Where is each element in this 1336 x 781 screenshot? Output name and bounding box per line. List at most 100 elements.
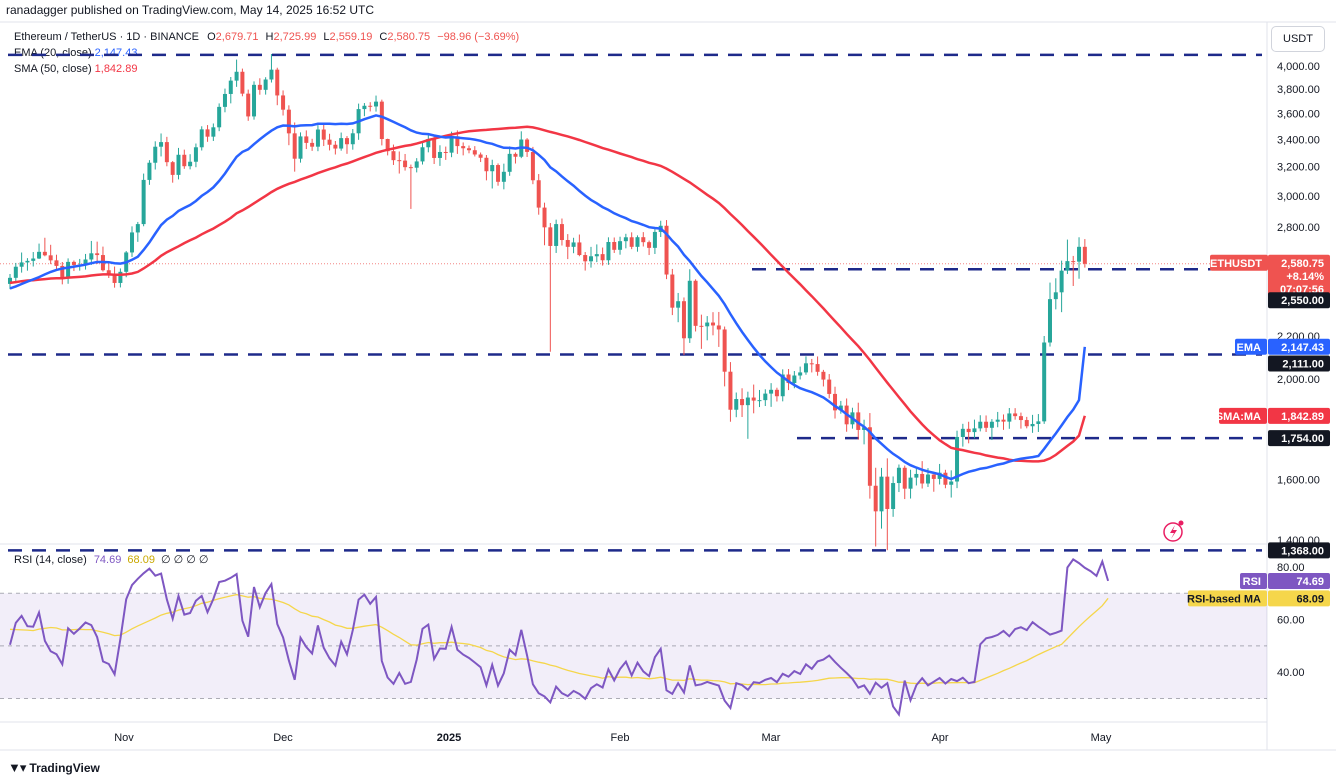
candle-body — [1001, 419, 1006, 422]
ema-value-badge: 2,147.43 — [1268, 338, 1330, 355]
candle — [164, 136, 169, 167]
price-tick-label: 3,200.00 — [1277, 162, 1320, 174]
rsi-ma-value-badge-text: 68.09 — [1296, 593, 1324, 605]
candle-body — [437, 151, 442, 158]
last-price-badge: 2,580.75+8.14%07:07:56 — [1268, 254, 1330, 299]
candle-body — [536, 180, 541, 208]
candle-body — [182, 154, 187, 167]
candle — [37, 243, 42, 260]
rsi-legend[interactable]: RSI (14, close) 74.69 68.09 ∅ ∅ ∅ ∅ — [14, 553, 209, 566]
candle — [577, 234, 582, 257]
candle-body — [66, 261, 71, 278]
candle — [182, 149, 187, 169]
candle-body — [106, 270, 111, 274]
candle-body — [786, 374, 791, 384]
candle-body — [153, 146, 158, 163]
candle-body — [71, 261, 76, 265]
candle-body — [641, 237, 646, 243]
rsi-ma-value-badge: 68.09 — [1268, 590, 1330, 607]
candle — [228, 76, 233, 104]
candle-body — [478, 154, 483, 158]
candle-body — [1047, 299, 1052, 343]
candle-body — [606, 242, 611, 261]
candle-body — [792, 375, 797, 384]
rsi-ma-value-badge-bg — [1268, 590, 1330, 607]
candle-body — [310, 142, 315, 147]
candle — [420, 142, 425, 165]
candle — [66, 258, 71, 284]
sma-legend-label: SMA (50, close) — [14, 63, 92, 75]
level-2550-badge-bg — [1268, 292, 1330, 309]
candle — [879, 467, 884, 529]
candle — [536, 174, 541, 215]
candle-body — [414, 161, 419, 168]
symbol-tag: ETHUSDT — [1210, 254, 1268, 271]
candle-body — [403, 160, 408, 168]
candle-body — [350, 133, 355, 145]
currency-unit-button[interactable]: USDT — [1271, 26, 1325, 52]
candle — [54, 254, 59, 271]
candle — [565, 234, 570, 260]
candle — [252, 81, 257, 120]
candle-body — [780, 374, 785, 397]
candle — [554, 219, 559, 253]
candle-body — [269, 69, 274, 80]
candle — [740, 388, 745, 418]
candle-body — [397, 160, 402, 162]
time-tick-label: Dec — [273, 732, 293, 744]
candle-body — [484, 157, 489, 172]
candle-body — [501, 171, 506, 182]
candle — [368, 102, 373, 112]
ema-tag-bg — [1235, 338, 1267, 355]
candle-body — [130, 232, 135, 253]
candle-body — [885, 476, 890, 509]
candle — [42, 237, 47, 257]
ema-value-badge-bg — [1268, 338, 1330, 355]
candle — [519, 131, 524, 159]
candle-body — [763, 393, 768, 401]
candle-body — [972, 428, 977, 433]
candle — [1071, 255, 1076, 286]
candle-body — [362, 105, 367, 110]
rsi-ma-tag-text: RSI-based MA — [1187, 593, 1261, 605]
candle-body — [827, 379, 832, 394]
candle — [943, 469, 948, 489]
candle — [118, 268, 123, 288]
candle-body — [600, 254, 605, 261]
candle — [833, 386, 838, 419]
candle-body — [612, 242, 617, 250]
candle — [652, 227, 657, 254]
candle — [437, 145, 442, 166]
price-tick-label: 3,600.00 — [1277, 109, 1320, 121]
candle — [1024, 416, 1029, 429]
candle — [867, 413, 872, 499]
candle — [1013, 408, 1018, 420]
candle — [618, 236, 623, 255]
candle — [269, 53, 274, 83]
candle-body — [722, 329, 727, 372]
time-tick-label: May — [1091, 732, 1112, 744]
tradingview-footer[interactable]: ▼▾ TradingView — [8, 760, 100, 776]
ohlc-high: H2,725.99 — [265, 31, 317, 43]
rsi-legend-value: 74.69 — [93, 554, 122, 566]
rsi-tick-label: 60.00 — [1277, 615, 1305, 627]
sma-tag-bg — [1219, 407, 1267, 424]
candle — [193, 143, 198, 168]
candle — [1053, 278, 1058, 310]
candle — [362, 103, 367, 117]
candle-body — [559, 224, 564, 241]
candle — [995, 411, 1000, 428]
candle-body — [327, 139, 332, 145]
candle — [670, 268, 675, 316]
rsi-tick-label: 40.00 — [1277, 667, 1305, 679]
candle-body — [647, 242, 652, 248]
level-1368-badge-text: 1,368.00 — [1281, 545, 1324, 557]
sma-legend[interactable]: SMA (50, close) 1,842.89 — [14, 63, 137, 75]
candle-body — [193, 147, 198, 162]
candle — [722, 326, 727, 387]
candle — [315, 125, 320, 152]
symbol-title[interactable]: Ethereum / TetherUS · 1D · BINANCE — [14, 31, 200, 43]
candle-body — [751, 397, 756, 401]
candle-body — [164, 142, 169, 163]
